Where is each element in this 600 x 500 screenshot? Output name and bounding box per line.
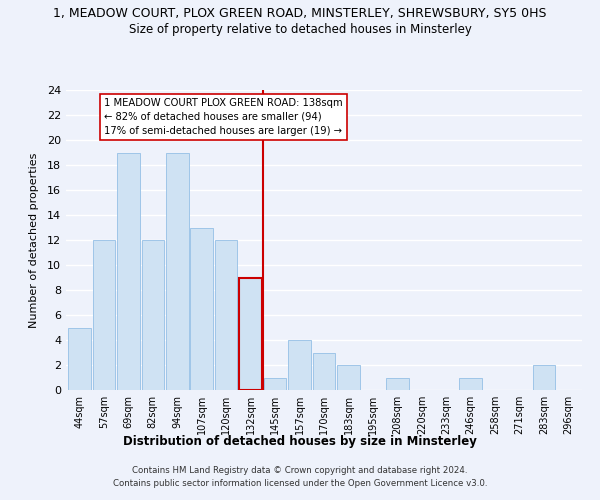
Bar [386,378,409,390]
Bar [239,278,262,390]
Bar [460,378,482,390]
Bar [337,365,360,390]
Bar [92,240,115,390]
Bar [313,352,335,390]
Text: Size of property relative to detached houses in Minsterley: Size of property relative to detached ho… [128,22,472,36]
Text: 1 MEADOW COURT PLOX GREEN ROAD: 138sqm
← 82% of detached houses are smaller (94): 1 MEADOW COURT PLOX GREEN ROAD: 138sqm ←… [104,98,343,136]
Bar [190,228,213,390]
Bar [264,378,286,390]
Text: Contains HM Land Registry data © Crown copyright and database right 2024.
Contai: Contains HM Land Registry data © Crown c… [113,466,487,487]
Text: Distribution of detached houses by size in Minsterley: Distribution of detached houses by size … [123,435,477,448]
Bar [533,365,556,390]
Y-axis label: Number of detached properties: Number of detached properties [29,152,38,328]
Bar [142,240,164,390]
Bar [288,340,311,390]
Bar [166,152,188,390]
Text: 1, MEADOW COURT, PLOX GREEN ROAD, MINSTERLEY, SHREWSBURY, SY5 0HS: 1, MEADOW COURT, PLOX GREEN ROAD, MINSTE… [53,8,547,20]
Bar [68,328,91,390]
Bar [117,152,140,390]
Bar [215,240,238,390]
